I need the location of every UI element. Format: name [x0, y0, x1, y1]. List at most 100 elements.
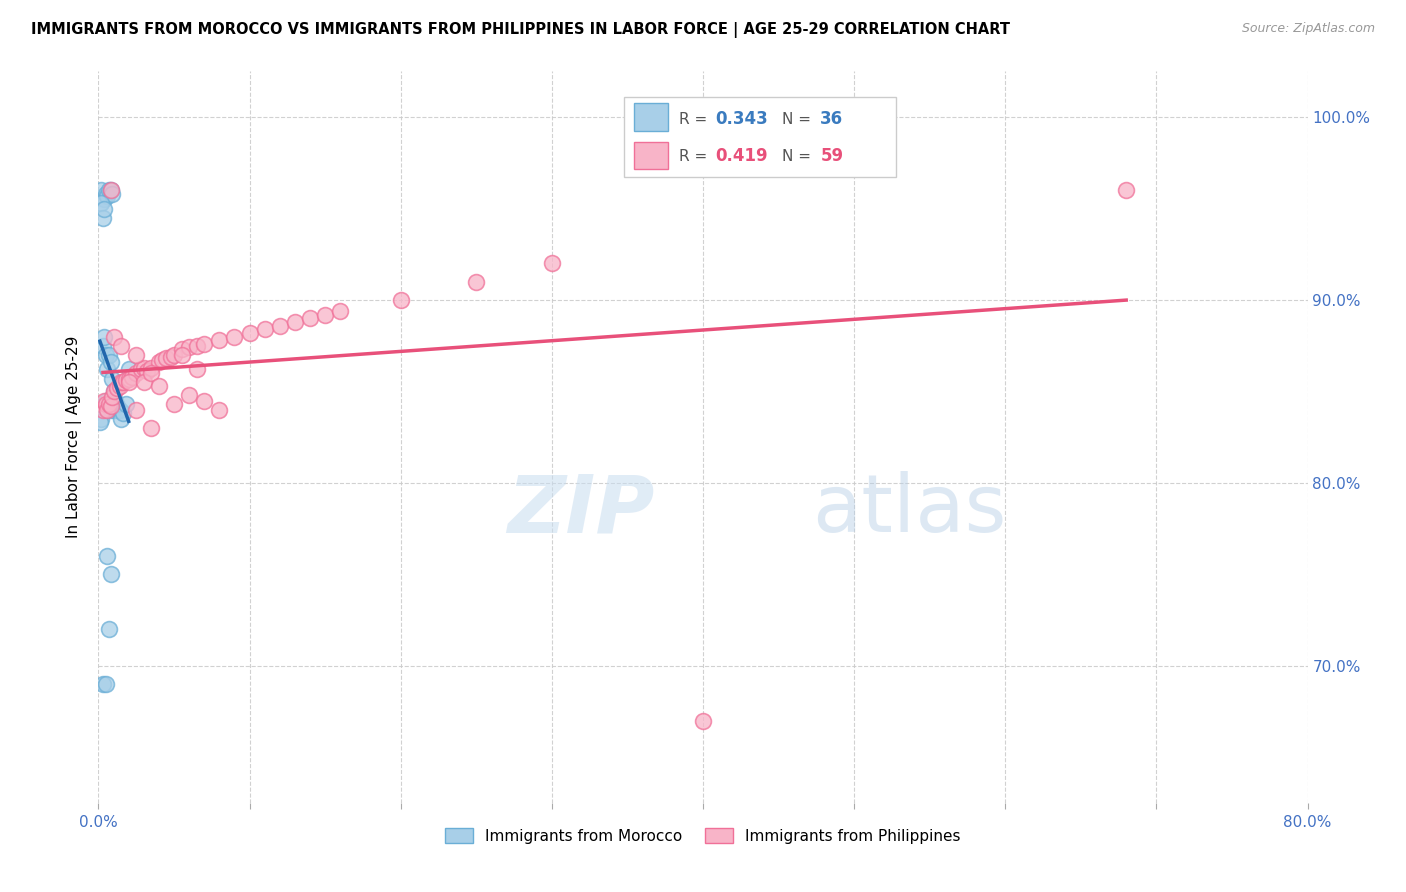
Point	[253, 322, 276, 336]
Text: IMMIGRANTS FROM MOROCCO VS IMMIGRANTS FROM PHILIPPINES IN LABOR FORCE | AGE 25-2: IMMIGRANTS FROM MOROCCO VS IMMIGRANTS FR…	[31, 22, 1010, 38]
Point	[148, 355, 170, 369]
Point	[110, 411, 132, 425]
Point	[135, 364, 157, 378]
Point	[107, 402, 129, 417]
Text: 36: 36	[820, 111, 844, 128]
Point	[692, 714, 714, 728]
Point	[110, 338, 132, 352]
Point	[114, 373, 136, 387]
Point	[100, 399, 122, 413]
Point	[125, 402, 148, 417]
FancyBboxPatch shape	[634, 103, 668, 131]
Text: Source: ZipAtlas.com: Source: ZipAtlas.com	[1241, 22, 1375, 36]
Point	[108, 379, 131, 393]
Point	[98, 397, 121, 411]
Point	[103, 384, 125, 399]
Point	[132, 360, 155, 375]
Point	[96, 402, 118, 417]
Point	[208, 333, 231, 347]
Point	[90, 411, 112, 425]
Point	[224, 329, 246, 343]
Point	[96, 362, 118, 376]
Point	[170, 348, 193, 362]
Point	[94, 393, 117, 408]
Point	[104, 393, 127, 408]
Point	[150, 353, 173, 368]
Point	[100, 183, 122, 197]
Point	[100, 402, 122, 417]
Point	[118, 362, 141, 376]
Point	[101, 390, 124, 404]
Point	[465, 275, 488, 289]
Point	[141, 366, 163, 380]
Point	[93, 329, 115, 343]
Text: R =: R =	[679, 149, 711, 164]
Point	[269, 318, 291, 333]
Point	[1115, 183, 1137, 197]
Point	[105, 399, 128, 413]
Point	[108, 402, 131, 417]
Point	[105, 381, 128, 395]
Point	[101, 371, 124, 385]
Point	[155, 351, 177, 366]
Text: atlas: atlas	[811, 471, 1007, 549]
Point	[170, 343, 193, 357]
Point	[96, 549, 118, 563]
Text: N =: N =	[782, 149, 815, 164]
Point	[91, 211, 114, 225]
Point	[114, 397, 136, 411]
Point	[96, 188, 118, 202]
Point	[103, 402, 125, 417]
Text: 59: 59	[820, 147, 844, 166]
Text: 0.419: 0.419	[716, 147, 768, 166]
Point	[141, 421, 163, 435]
Point	[148, 379, 170, 393]
Point	[100, 355, 122, 369]
Point	[299, 311, 322, 326]
Point	[94, 348, 117, 362]
Point	[193, 336, 215, 351]
Point	[186, 362, 208, 376]
Point	[125, 366, 148, 380]
Point	[98, 183, 121, 197]
Point	[91, 402, 114, 417]
Point	[98, 348, 121, 362]
Point	[186, 338, 208, 352]
Point	[239, 326, 262, 340]
Point	[100, 567, 122, 582]
Point	[103, 329, 125, 343]
Point	[163, 348, 186, 362]
Y-axis label: In Labor Force | Age 25-29: In Labor Force | Age 25-29	[66, 336, 83, 538]
Legend: Immigrants from Morocco, Immigrants from Philippines: Immigrants from Morocco, Immigrants from…	[439, 822, 967, 850]
Point	[103, 384, 125, 399]
Point	[141, 360, 163, 375]
Point	[100, 183, 122, 197]
Point	[94, 397, 117, 411]
Point	[193, 393, 215, 408]
Point	[129, 362, 152, 376]
Point	[98, 622, 121, 636]
Point	[314, 308, 336, 322]
Point	[179, 341, 201, 355]
Point	[94, 186, 117, 201]
Point	[91, 677, 114, 691]
Point	[93, 202, 115, 216]
Point	[111, 375, 134, 389]
Point	[90, 196, 112, 211]
Point	[118, 371, 141, 385]
Text: 0.343: 0.343	[716, 111, 768, 128]
Point	[91, 338, 114, 352]
Point	[121, 369, 143, 384]
Point	[93, 192, 115, 206]
Point	[125, 348, 148, 362]
Point	[163, 397, 186, 411]
Text: ZIP: ZIP	[508, 471, 655, 549]
Point	[208, 402, 231, 417]
Point	[329, 304, 352, 318]
Point	[111, 406, 134, 420]
Point	[132, 375, 155, 389]
Point	[94, 677, 117, 691]
FancyBboxPatch shape	[634, 142, 668, 169]
Point	[93, 393, 115, 408]
Point	[101, 186, 124, 201]
